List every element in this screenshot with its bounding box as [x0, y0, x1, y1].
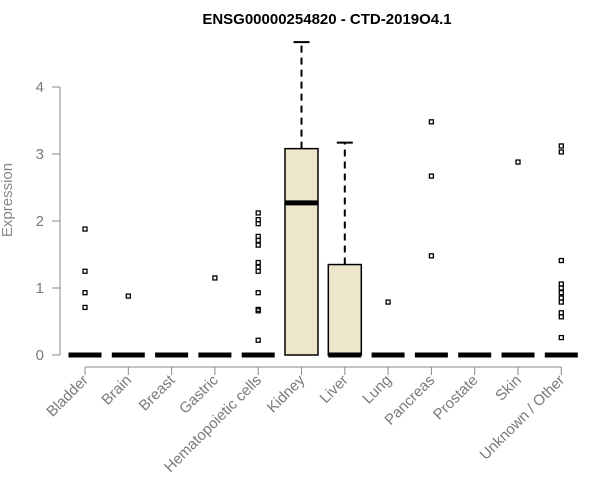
outlier-point: [558, 314, 564, 320]
plot-area: [68, 41, 578, 358]
box-skin: [501, 159, 535, 358]
x-tick-label: Liver: [317, 372, 352, 407]
y-axis: 0 1 2 3 4: [36, 79, 61, 364]
y-tick-label: 3: [36, 146, 44, 163]
box-liver: [327, 141, 363, 358]
x-tick-label: Kidney: [264, 371, 309, 416]
outlier-point: [255, 259, 261, 266]
outlier-point: [558, 149, 564, 155]
x-tick-label: Prostate: [430, 372, 482, 424]
box-bladder: [68, 226, 102, 358]
outlier-point: [558, 143, 564, 149]
outlier-point: [255, 308, 261, 314]
outlier-point: [255, 268, 261, 274]
outlier-point: [558, 299, 564, 305]
outlier-point: [255, 290, 261, 296]
outlier-point: [558, 290, 564, 296]
box-lung: [371, 299, 405, 358]
outlier-point: [82, 304, 88, 311]
outlier-point: [558, 285, 564, 291]
outlier-point: [212, 275, 218, 281]
outlier-point: [255, 210, 261, 216]
outlier-point: [82, 226, 88, 232]
outlier-point: [558, 334, 564, 341]
x-tick-label: Breast: [136, 371, 179, 414]
box-kidney: [284, 41, 319, 356]
y-tick-label: 1: [36, 280, 44, 297]
box-pancreas: [414, 119, 448, 358]
box-hematopoietic-cells: [241, 210, 275, 358]
box-gastric: [198, 275, 232, 358]
box-iqr: [327, 263, 363, 356]
outlier-point: [428, 253, 435, 259]
outlier-point: [82, 290, 88, 296]
outlier-point: [385, 299, 391, 305]
box-brain: [111, 293, 145, 358]
y-axis-label: Expression: [0, 163, 16, 237]
x-tick-label: Lung: [359, 372, 395, 408]
chart-title: ENSG00000254820 - CTD-2019O4.1: [202, 11, 451, 28]
outlier-point: [255, 221, 261, 227]
outlier-point: [125, 293, 131, 299]
box-unknown-other: [544, 143, 578, 358]
outlier-point: [428, 173, 435, 179]
y-tick-label: 2: [36, 213, 44, 230]
outlier-point: [515, 159, 521, 165]
x-tick-label: Skin: [492, 372, 525, 405]
y-tick-label: 4: [36, 79, 44, 96]
outlier-point: [255, 237, 261, 244]
outlier-point: [255, 337, 261, 343]
outlier-point: [558, 257, 564, 264]
y-tick-label: 0: [36, 347, 44, 364]
outlier-point: [428, 119, 435, 125]
x-tick-label: Brain: [98, 372, 135, 409]
box-iqr: [284, 147, 319, 356]
outlier-point: [255, 242, 261, 248]
outlier-point: [82, 268, 88, 274]
x-tick-label: Bladder: [43, 372, 92, 421]
